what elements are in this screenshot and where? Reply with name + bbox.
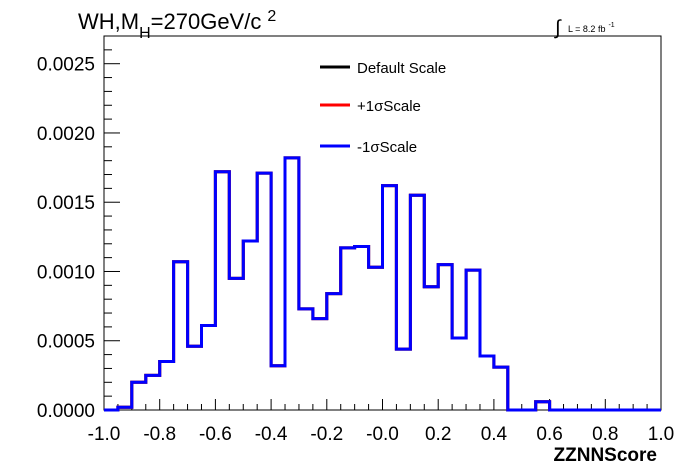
legend-label-minus1sigma: -1σScale (357, 139, 417, 156)
x-tick-label: -1.0 (88, 424, 121, 445)
legend-label-plus1sigma: +1σScale (357, 98, 421, 115)
lumi-label: L = 8.2 fb -1 (568, 22, 615, 34)
x-tick-label: 0.8 (592, 424, 618, 445)
y-tick-label: 0.0020 (37, 124, 95, 145)
x-tick-label: 0.6 (536, 424, 562, 445)
x-axis-label: ZZNNScore (554, 445, 657, 466)
x-tick-label: -0.8 (143, 424, 176, 445)
legend-label-default: Default Scale (357, 60, 446, 77)
title-prefix: WH,M (78, 9, 139, 34)
axis-ticks (103, 35, 662, 411)
chart-title: WH,MH=270GeV/c 2 (78, 8, 276, 42)
series-line-2 (104, 156, 661, 412)
title-superscript: 2 (267, 8, 276, 25)
legend: Default Scale +1σScale -1σScale (320, 60, 446, 156)
title-middle: =270GeV/c (151, 9, 262, 34)
lumi-superscript: -1 (608, 22, 614, 29)
lumi-integral-icon: ∫ (554, 17, 562, 39)
y-tick-label: 0.0000 (37, 401, 95, 422)
y-tick-labels: 0.0000 0.0005 0.0010 0.0015 0.0020 0.0025 (37, 55, 95, 422)
title-subscript: H (139, 25, 151, 42)
x-tick-label: 0.2 (425, 424, 451, 445)
lumi-text: L = 8.2 fb (568, 24, 605, 34)
series-group (104, 156, 661, 412)
y-tick-label: 0.0025 (37, 55, 95, 76)
x-tick-label: 0.4 (481, 424, 508, 445)
y-tick-label: 0.0015 (37, 193, 95, 214)
x-tick-label: -0.0 (366, 424, 399, 445)
x-tick-label: -0.4 (255, 424, 288, 445)
x-tick-labels: -1.0 -0.8 -0.6 -0.4 -0.2 -0.0 0.2 0.4 0.6 0.8 1.0 (88, 424, 675, 445)
x-tick-label: -0.2 (310, 424, 343, 445)
x-tick-label: 1.0 (648, 424, 674, 445)
y-tick-label: 0.0010 (37, 262, 95, 283)
x-tick-label: -0.6 (199, 424, 232, 445)
y-tick-label: 0.0005 (37, 332, 95, 353)
